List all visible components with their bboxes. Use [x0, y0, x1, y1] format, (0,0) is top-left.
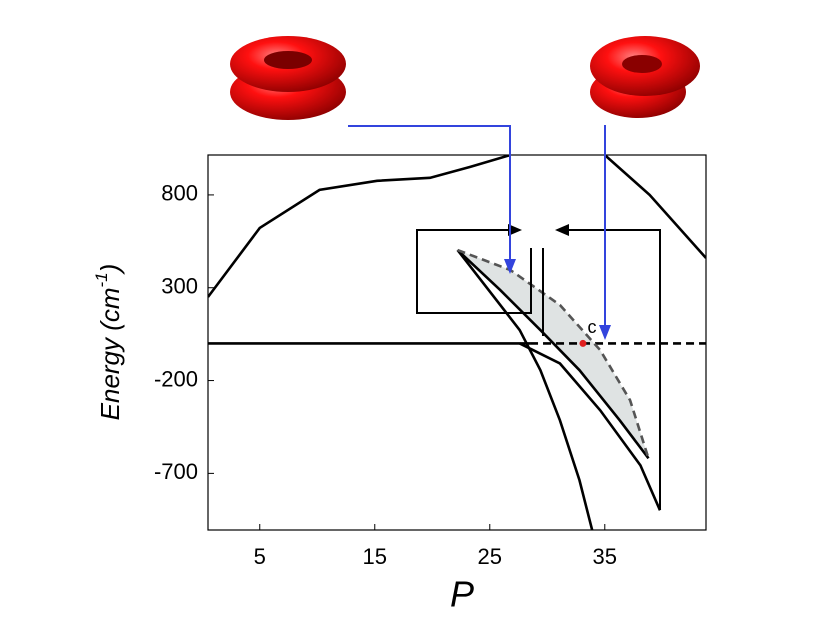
y-tick-label: 800: [161, 181, 198, 206]
curve: [603, 155, 706, 259]
curve: [456, 249, 650, 460]
torus-hole: [264, 51, 312, 69]
arrow-line: [348, 125, 511, 262]
point-label: c: [587, 317, 596, 337]
torus-hole: [622, 55, 662, 73]
torus-stacked: [230, 36, 346, 120]
torus-twisted: [590, 36, 700, 118]
plot-frame: [207, 154, 707, 531]
bracket-right: [567, 229, 661, 510]
arrow-head: [508, 224, 522, 236]
y-tick-label: -200: [154, 366, 198, 391]
plot-area: [208, 155, 706, 530]
curve: [519, 342, 662, 511]
y-label-text: Energy (cm: [95, 287, 125, 420]
y-tick-label: 300: [161, 274, 198, 299]
shaded-region: [457, 250, 649, 459]
y-label-suffix: ): [95, 264, 125, 276]
curve: [457, 248, 650, 459]
arrow-head: [555, 224, 569, 236]
y-axis-label: Energy (cm-1): [92, 264, 124, 421]
curve: [456, 249, 594, 530]
x-tick-label: 5: [254, 544, 266, 569]
x-axis-label: P: [450, 574, 474, 615]
bracket-left: [416, 229, 532, 314]
x-tick-label: 25: [478, 544, 502, 569]
blue-arrows: [348, 125, 606, 328]
x-tick-label: 15: [363, 544, 387, 569]
x-tick-label: 35: [593, 544, 617, 569]
y-label-sup: -1: [92, 272, 111, 287]
arrow-head: [599, 325, 611, 340]
point: [579, 339, 587, 347]
y-tick-label: -700: [154, 459, 198, 484]
transition-brackets: [416, 229, 661, 510]
curve: [208, 155, 511, 298]
arrow-head: [504, 259, 516, 274]
